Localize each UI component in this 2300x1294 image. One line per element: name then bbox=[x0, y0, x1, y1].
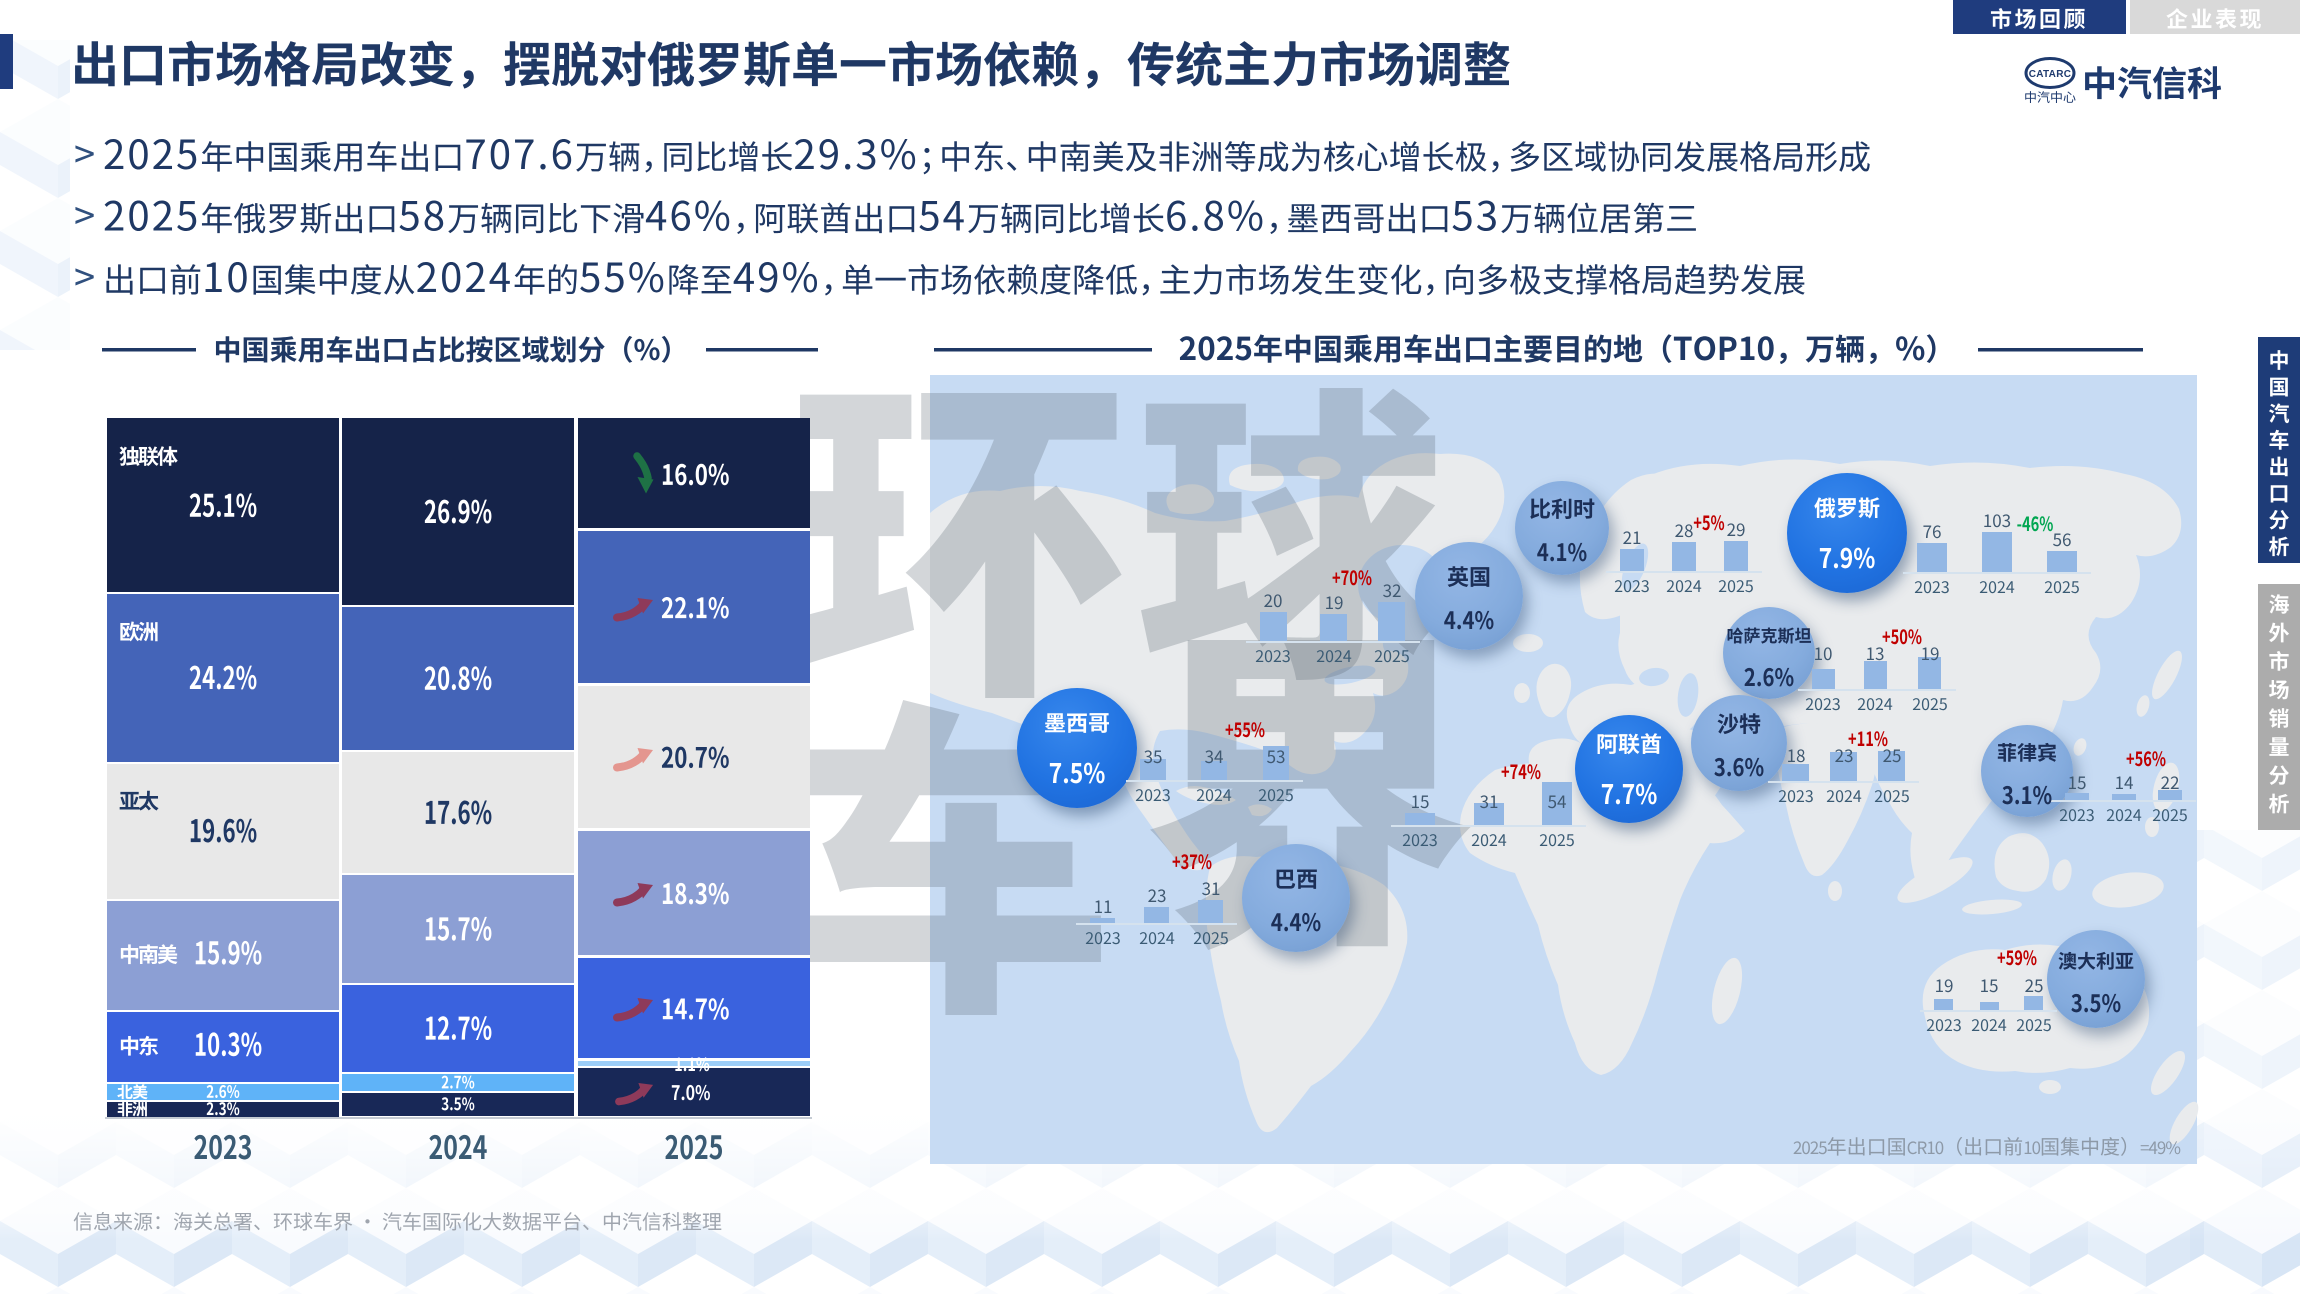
svg-text:CATARC: CATARC bbox=[2029, 69, 2072, 80]
